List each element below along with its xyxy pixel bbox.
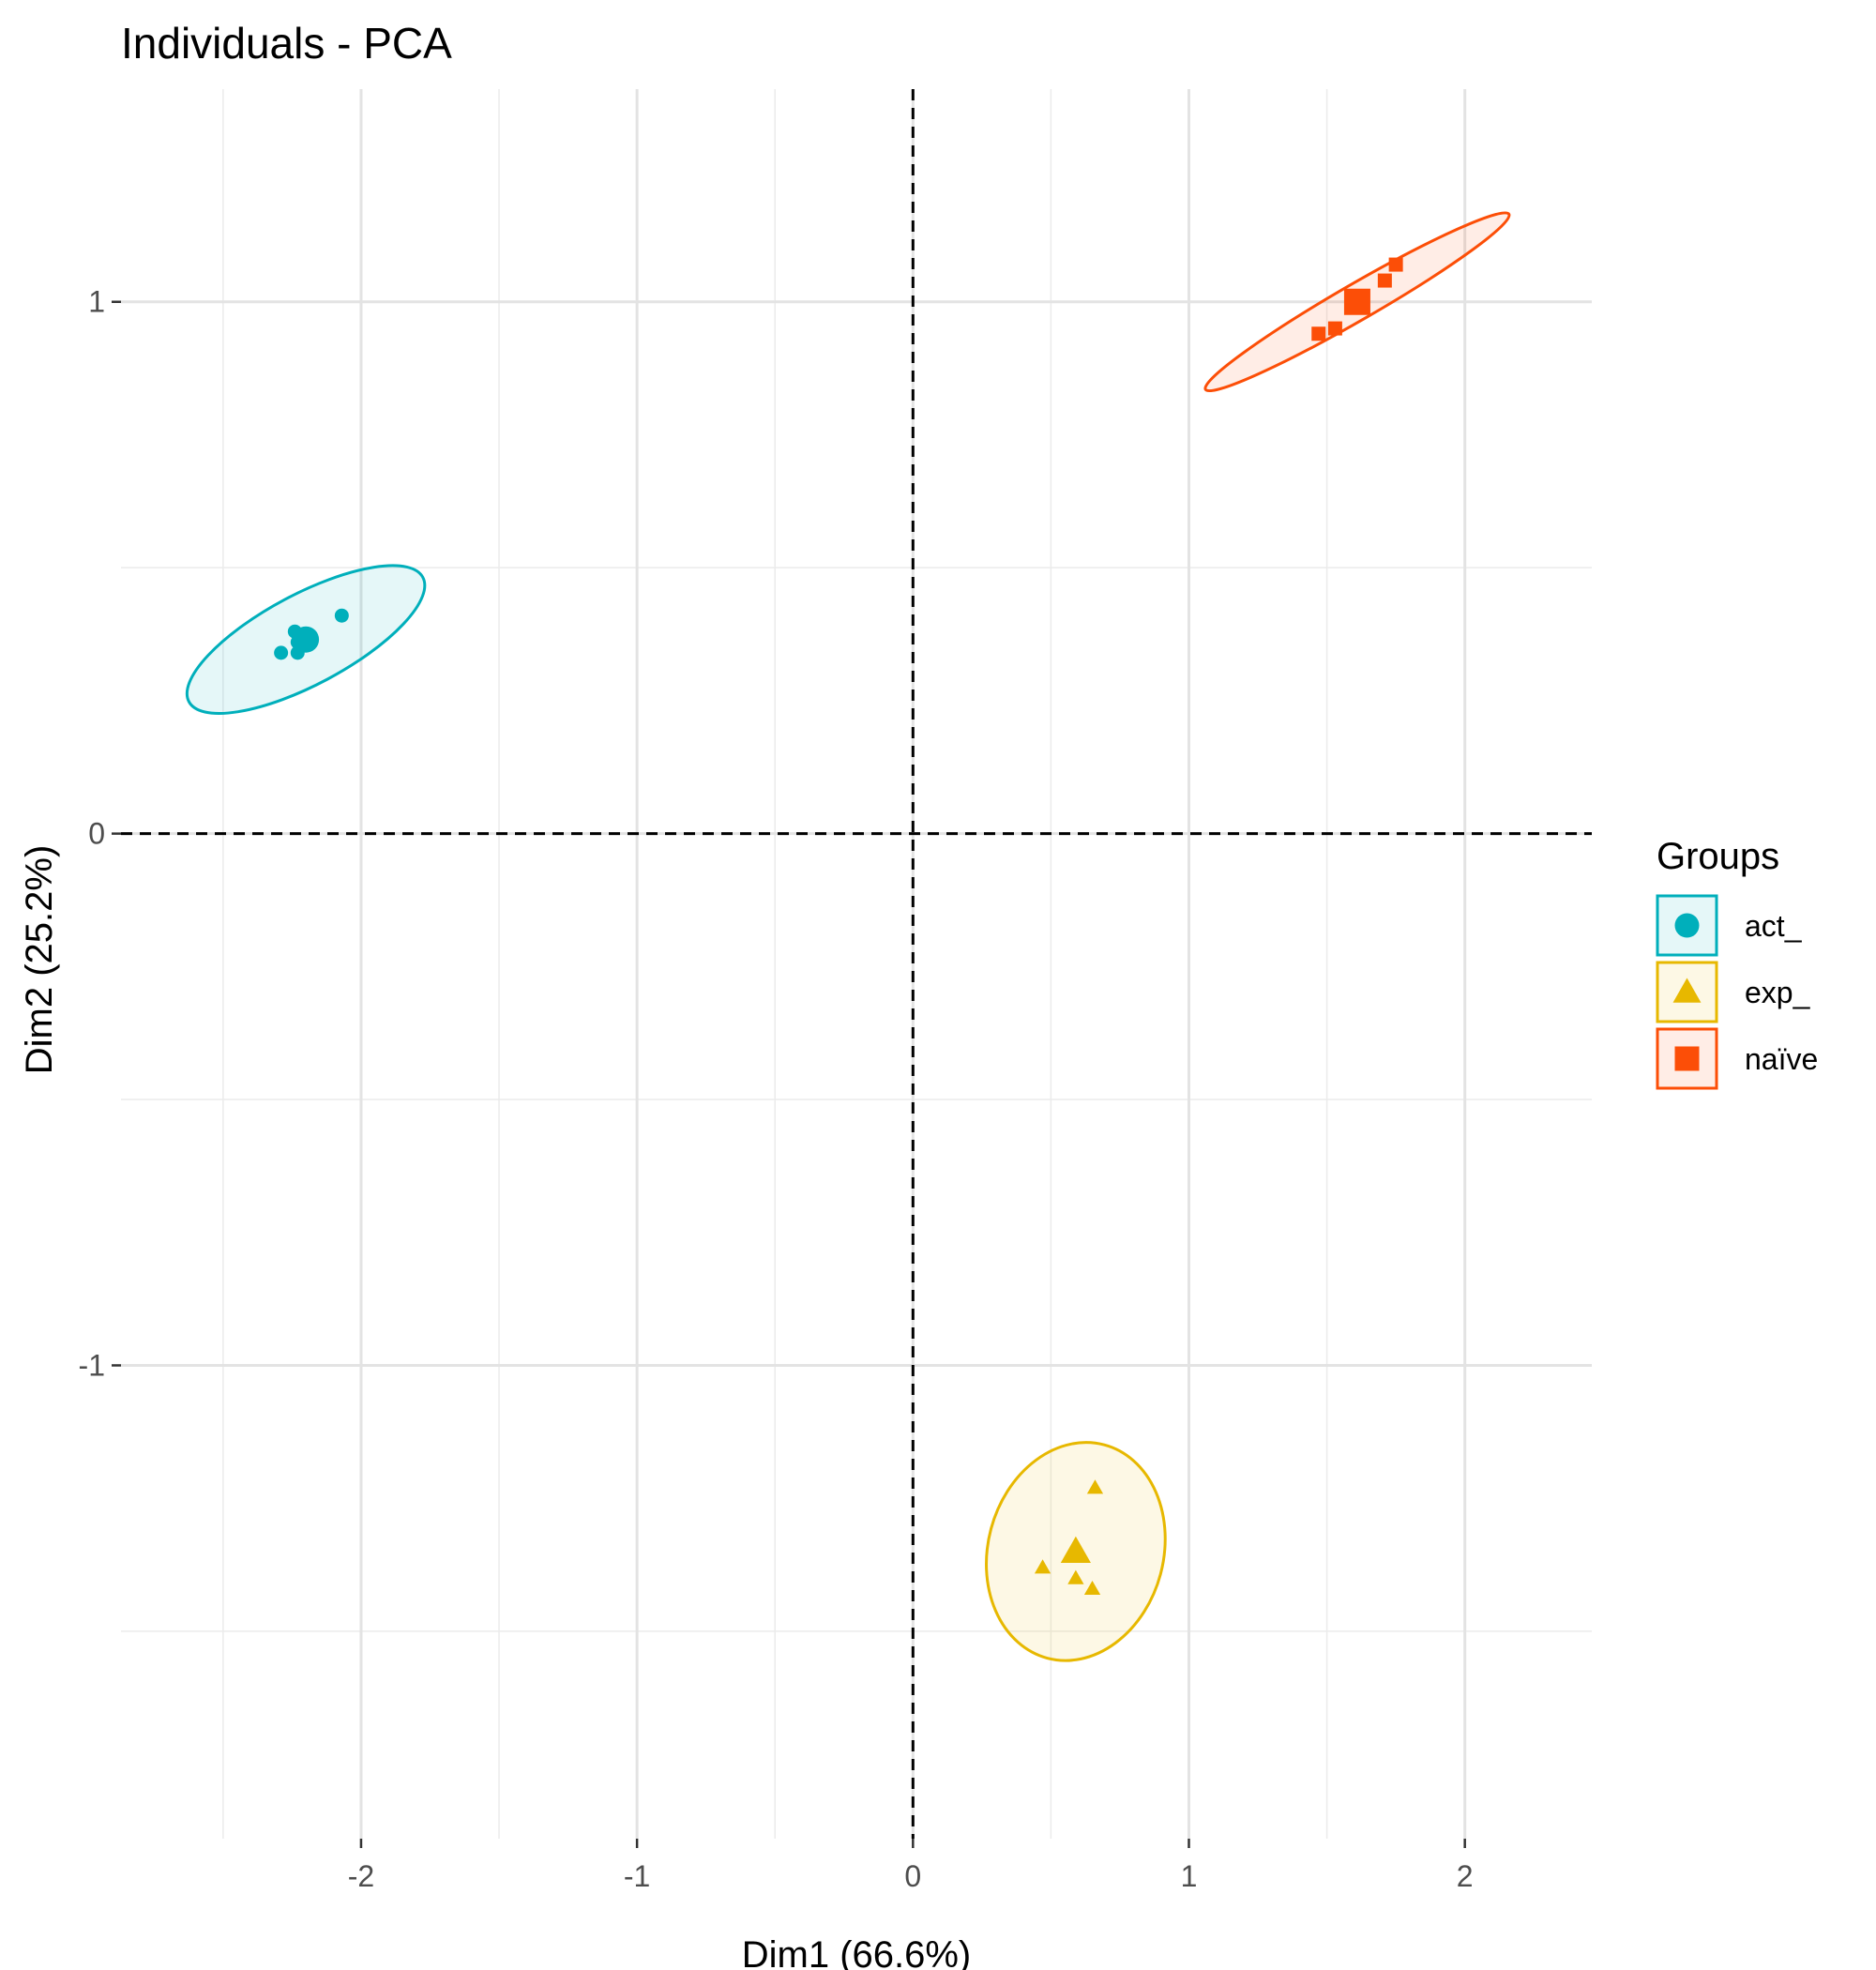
confidence-ellipses <box>185 211 1511 1662</box>
point-naïve <box>1327 321 1342 336</box>
centroid-naïve <box>1343 288 1370 315</box>
legend-label-exp_: exp_ <box>1745 976 1811 1009</box>
legend: Groups act_ exp_ naïve <box>1656 836 1818 1090</box>
legend-title: Groups <box>1657 836 1779 877</box>
x-axis-title: Dim1 (66.6%) <box>742 1934 972 1970</box>
point-exp_ <box>1086 1479 1104 1494</box>
major-gridlines <box>121 89 1592 1839</box>
y-tick-label: -1 <box>79 1348 105 1382</box>
y-axis-title: Dim2 (25.2%) <box>19 845 60 1075</box>
plot-panel <box>121 89 1592 1839</box>
legend-label-act_: act_ <box>1745 909 1803 943</box>
legend-marker-naïve <box>1674 1046 1700 1071</box>
point-naïve <box>1377 273 1392 288</box>
centroid-act_ <box>293 626 320 653</box>
legend-label-naïve: naïve <box>1745 1042 1818 1076</box>
x-tick-label: -1 <box>624 1859 650 1893</box>
point-act_ <box>274 645 289 660</box>
point-exp_ <box>1083 1580 1101 1596</box>
x-tick-label: 0 <box>904 1859 921 1893</box>
axis-ticks: -2 -1 0 1 2 -1 0 1 <box>79 285 1474 1893</box>
data-points <box>274 257 1403 1596</box>
x-tick-label: 2 <box>1457 1859 1474 1893</box>
legend-key-exp_ <box>1656 961 1718 1023</box>
legend-marker-act_ <box>1674 913 1700 938</box>
point-act_ <box>334 608 349 623</box>
y-tick-label: 0 <box>88 817 105 851</box>
legend-marker-exp_ <box>1672 977 1702 1003</box>
point-naïve <box>1388 257 1403 272</box>
chart-title: Individuals - PCA <box>121 19 452 68</box>
y-tick-label: 1 <box>88 285 105 319</box>
point-naïve <box>1311 326 1326 341</box>
point-exp_ <box>1034 1559 1051 1574</box>
x-tick-label: -2 <box>348 1859 374 1893</box>
point-exp_ <box>1067 1569 1084 1584</box>
reference-lines <box>121 89 1592 1839</box>
centroid-exp_ <box>1060 1536 1091 1563</box>
x-tick-label: 1 <box>1181 1859 1198 1893</box>
minor-gridlines <box>121 89 1592 1839</box>
